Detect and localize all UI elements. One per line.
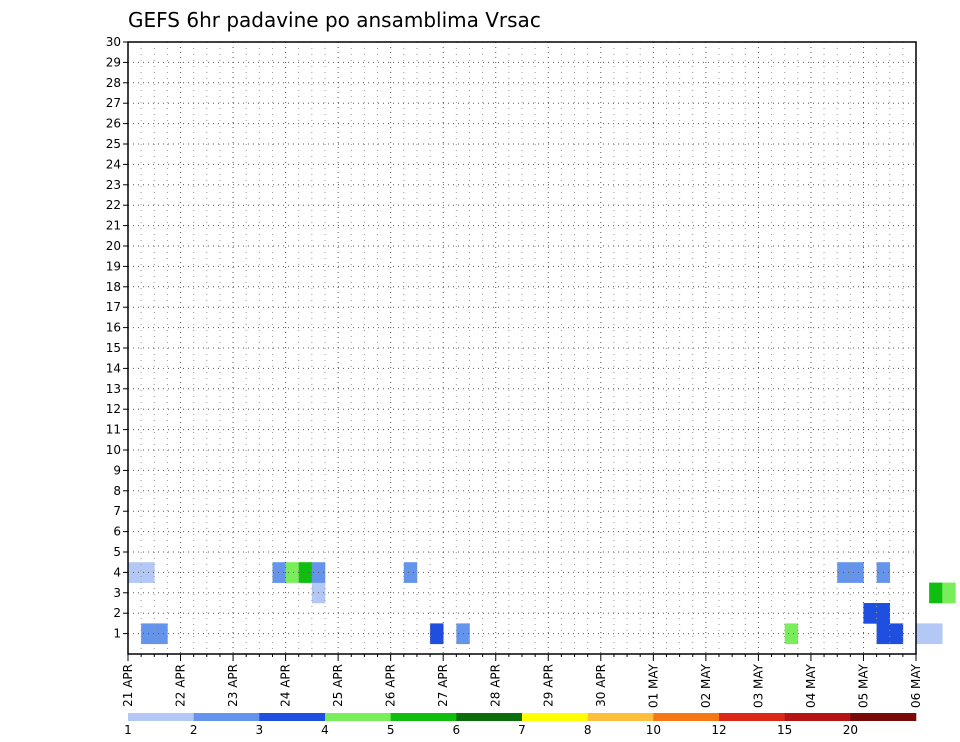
y-tick-label: 21 [106, 219, 121, 233]
y-tick-label: 28 [106, 76, 121, 90]
colorbar-swatch [587, 713, 654, 721]
y-tick-label: 26 [106, 117, 121, 131]
colorbar-label: 1 [124, 723, 132, 737]
y-tick-label: 27 [106, 96, 121, 110]
heatmap-cell [784, 623, 799, 645]
heatmap-cell [141, 623, 155, 645]
y-tick-label: 2 [113, 606, 121, 620]
heatmap-cell [154, 623, 168, 645]
y-tick-label: 5 [113, 545, 121, 559]
chart-title: GEFS 6hr padavine po ansamblima Vrsac [128, 8, 541, 32]
y-tick-label: 19 [106, 259, 121, 273]
colorbar-swatch [784, 713, 851, 721]
x-tick-label: 28 APR [489, 664, 503, 707]
colorbar-label: 6 [453, 723, 461, 737]
colorbar-label: 12 [711, 723, 726, 737]
y-tick-label: 6 [113, 525, 121, 539]
y-tick-label: 3 [113, 586, 121, 600]
heatmap-cell [141, 562, 155, 583]
colorbar: 1 2 3 4 5 6 7 8 10 12 15 20 [124, 713, 917, 737]
colorbar-swatch [653, 713, 720, 721]
colorbar-swatch [522, 713, 588, 721]
y-tick-label: 1 [113, 627, 121, 641]
y-tick-label: 25 [106, 137, 121, 151]
heatmap-cell [889, 623, 904, 645]
x-tick-label: 03 MAY [751, 663, 765, 708]
y-tick-label: 8 [113, 484, 121, 498]
x-tick-label: 21 APR [121, 664, 135, 707]
y-tick-label: 11 [106, 423, 121, 437]
x-tick-label: 04 MAY [804, 663, 818, 708]
colorbar-swatch [390, 713, 457, 721]
y-tick-label: 23 [106, 178, 121, 192]
heatmap-cell [850, 562, 864, 583]
y-tick-label: 24 [106, 157, 121, 171]
y-tick-label: 29 [106, 55, 121, 69]
x-tick-label: 25 APR [331, 664, 345, 707]
colorbar-swatch [719, 713, 785, 721]
y-tick-label: 20 [106, 239, 121, 253]
colorbar-label: 8 [584, 723, 592, 737]
y-tick-label: 22 [106, 198, 121, 212]
x-tick-label: 02 MAY [699, 663, 713, 708]
colorbar-label: 4 [321, 723, 329, 737]
colorbar-swatch [128, 713, 194, 721]
colorbar-label: 10 [646, 723, 661, 737]
x-tick-label: 29 APR [541, 664, 555, 707]
grid-lines [128, 42, 916, 654]
x-tick-label: 30 APR [594, 664, 608, 707]
colorbar-label: 15 [777, 723, 792, 737]
heatmap-cell [272, 562, 286, 583]
colorbar-label: 3 [256, 723, 264, 737]
x-tick-label: 23 APR [226, 664, 240, 707]
heatmap-cells [128, 562, 956, 645]
y-tick-label: 13 [106, 382, 121, 396]
x-tick-label: 06 MAY [909, 663, 923, 708]
y-tick-label: 4 [113, 565, 121, 579]
x-tick-label: 22 APR [174, 664, 188, 707]
x-axis: 21 APR 22 APR 23 APR 24 APR 25 APR 26 APR 27 A… [121, 654, 923, 708]
heatmap-cell [285, 562, 300, 583]
colorbar-swatch [456, 713, 523, 721]
colorbar-label: 7 [518, 723, 526, 737]
y-tick-label: 15 [106, 341, 121, 355]
colorbar-swatch [259, 713, 326, 721]
heatmap-cell [929, 623, 943, 645]
y-tick-label: 10 [106, 443, 121, 457]
y-axis: 1234567891011121314151617181920212223242… [106, 35, 128, 641]
y-tick-label: 18 [106, 280, 121, 294]
colorbar-swatch [850, 713, 917, 721]
x-tick-label: 05 MAY [856, 663, 870, 708]
colorbar-swatch [325, 713, 391, 721]
y-tick-label: 30 [106, 35, 121, 49]
colorbar-label: 20 [843, 723, 858, 737]
y-tick-label: 7 [113, 504, 121, 518]
y-tick-label: 14 [106, 361, 121, 375]
colorbar-label: 5 [387, 723, 395, 737]
y-tick-label: 9 [113, 463, 121, 477]
x-tick-label: 24 APR [279, 664, 293, 707]
heatmap-cell [128, 562, 142, 583]
heatmap-cell [942, 582, 956, 604]
colorbar-label: 2 [190, 723, 198, 737]
y-tick-label: 16 [106, 321, 121, 335]
x-tick-label: 26 APR [384, 664, 398, 707]
heatmap-cell [929, 582, 943, 604]
x-tick-label: 01 MAY [646, 663, 660, 708]
x-tick-label: 27 APR [436, 664, 450, 707]
heatmap-cell [430, 623, 444, 645]
heatmap-cell [916, 623, 930, 645]
heatmap-cell [403, 562, 418, 583]
y-tick-label: 17 [106, 300, 121, 314]
heatmap-cell [298, 562, 313, 583]
y-tick-label: 12 [106, 402, 121, 416]
colorbar-swatch [193, 713, 260, 721]
heatmap-cell [863, 603, 877, 624]
